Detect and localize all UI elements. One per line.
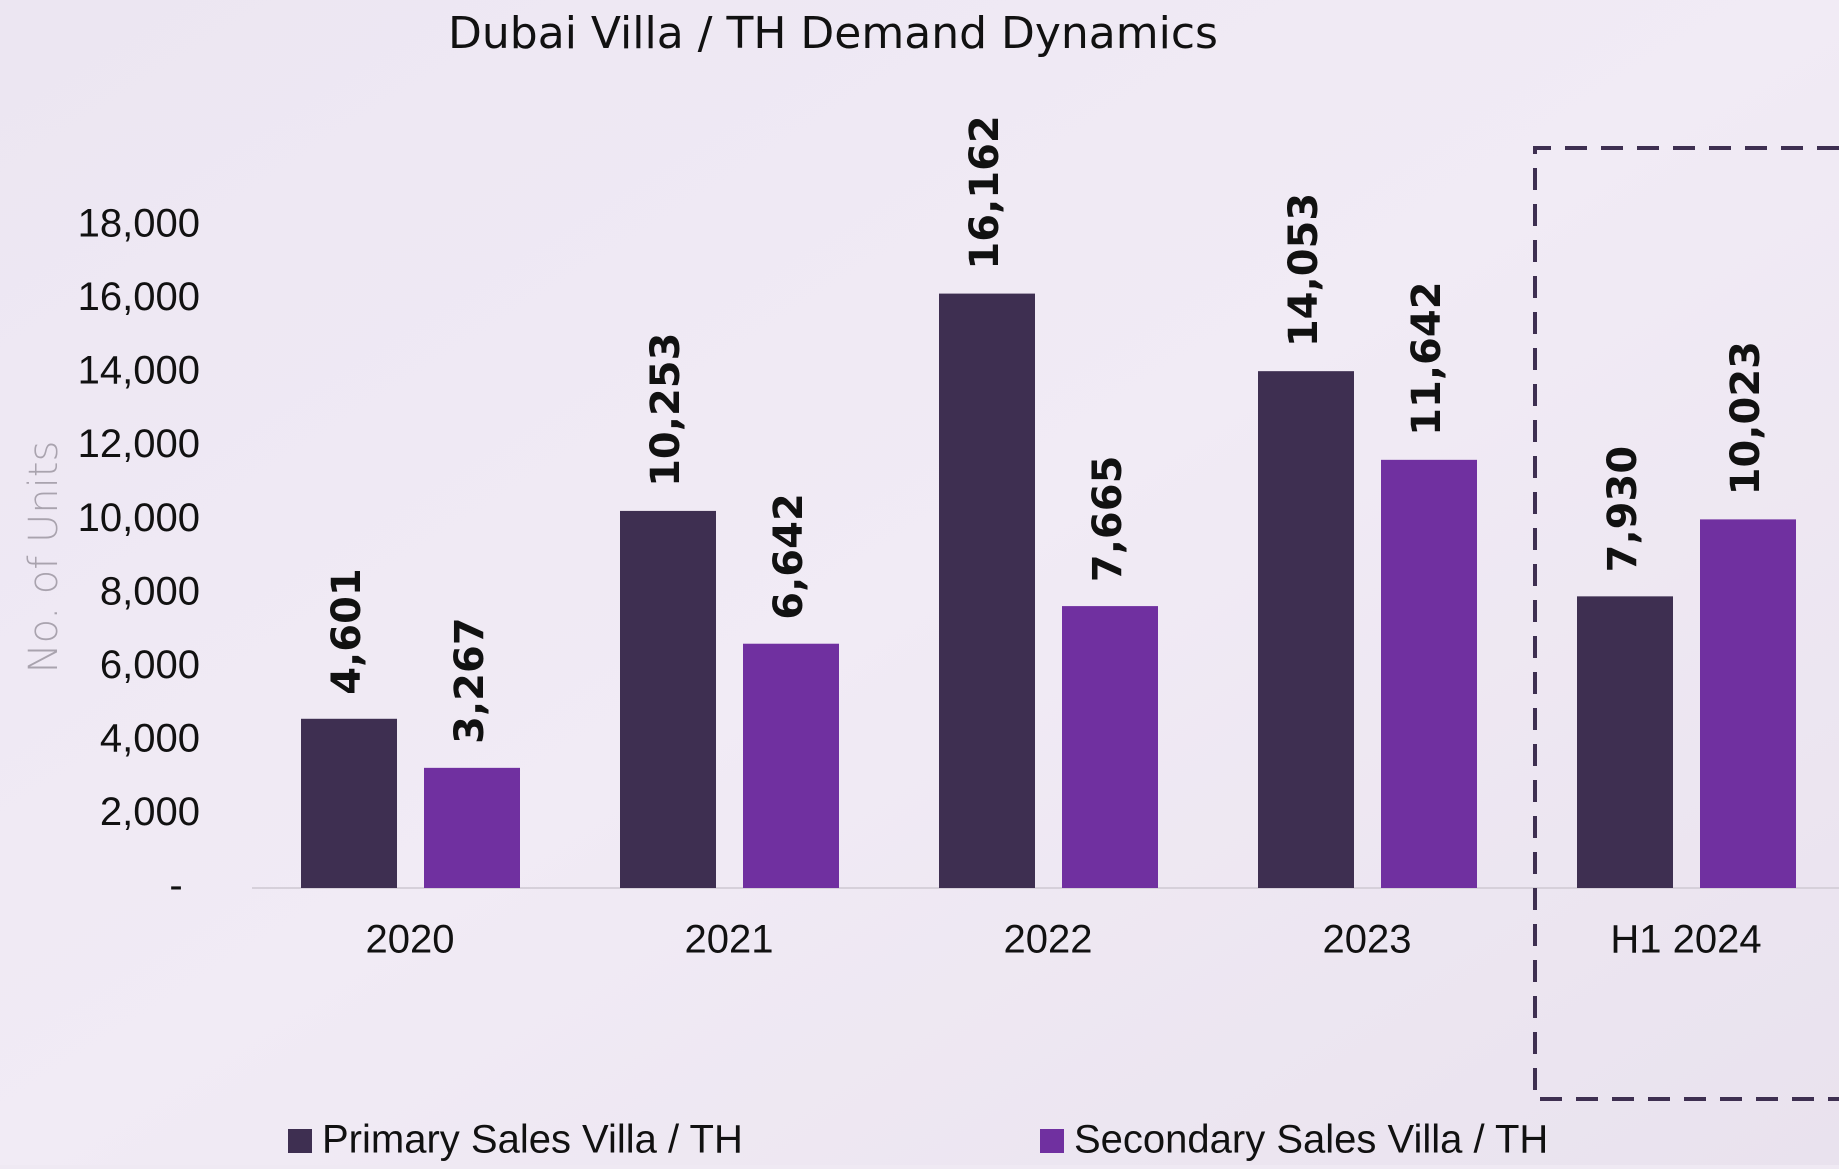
y-tick-label: - [169,864,182,908]
legend-label: Secondary Sales Villa / TH [1074,1118,1548,1162]
y-tick-label: 6,000 [100,643,200,687]
x-tick-label: 2020 [366,918,455,962]
data-label: 4,601 [324,568,370,695]
data-label: 7,930 [1600,446,1646,573]
y-tick-label: 4,000 [100,716,200,760]
bar [1577,596,1673,888]
bar [1062,606,1158,888]
data-label: 16,162 [962,115,1008,269]
legend-label: Primary Sales Villa / TH [322,1118,743,1162]
y-tick-label: 14,000 [78,349,200,393]
y-tick-label: 12,000 [78,422,200,466]
y-tick-label: 16,000 [78,275,200,319]
chart-title: Dubai Villa / TH Demand Dynamics [448,8,1218,59]
data-label: 10,023 [1723,341,1769,495]
bar [301,718,397,888]
highlight-box [1533,146,1839,1101]
bar [743,643,839,888]
data-label: 3,267 [447,617,493,744]
legend-swatch [1040,1129,1064,1153]
x-tick-label: H1 2024 [1610,918,1761,962]
legend-swatch [288,1129,312,1153]
bar [1700,519,1796,888]
y-tick-label: 2,000 [100,790,200,834]
y-axis-label: No. of Units [21,441,67,674]
x-tick-label: 2022 [1004,918,1093,962]
y-tick-label: 8,000 [100,569,200,613]
x-tick-label: 2023 [1323,918,1412,962]
bar [1258,371,1354,889]
y-tick-label: 18,000 [78,202,200,246]
data-label: 10,253 [643,333,689,487]
data-label: 6,642 [766,493,812,620]
bar [1381,459,1477,888]
data-label: 7,665 [1085,456,1131,583]
bar [424,767,520,888]
bar [620,510,716,888]
data-label: 11,642 [1404,281,1450,435]
data-label: 14,053 [1281,193,1327,347]
y-tick-label: 10,000 [78,496,200,540]
bar [939,293,1035,889]
x-tick-label: 2021 [685,918,774,962]
